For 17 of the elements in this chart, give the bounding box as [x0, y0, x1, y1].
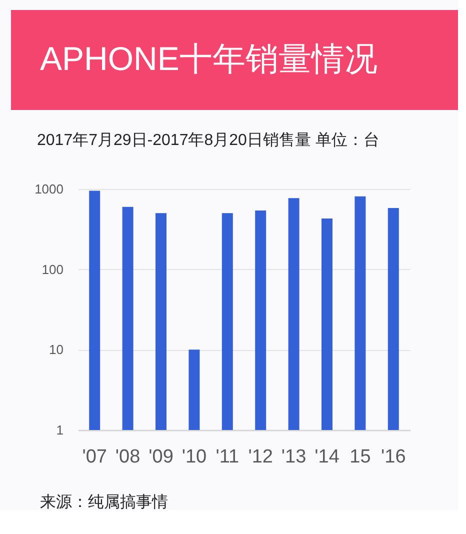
x-tick-label: '14 [314, 446, 340, 468]
y-tick-label: 1 [56, 422, 64, 438]
source-note: 来源：纯属搞事情 [40, 493, 168, 511]
x-tick-label: 15 [350, 446, 371, 468]
x-tick-label: '09 [148, 446, 174, 468]
y-tick-label: 1000 [34, 182, 64, 196]
y-tick-label: 100 [42, 262, 64, 277]
x-tick-label: '08 [115, 446, 140, 468]
x-tick-label: '16 [381, 446, 406, 468]
x-tick-label: '07 [82, 446, 107, 468]
chart-title: APHONE十年销量情况 [40, 40, 378, 77]
y-tick-label: 10 [49, 342, 64, 358]
x-tick-label: '11 [216, 446, 240, 468]
x-tick-label: '12 [248, 446, 273, 468]
x-tick-label: '13 [281, 446, 306, 468]
chart-subtitle: 2017年7月29日-2017年8月20日销售量 单位：台 [37, 131, 380, 149]
x-tick-label: '10 [182, 446, 207, 468]
